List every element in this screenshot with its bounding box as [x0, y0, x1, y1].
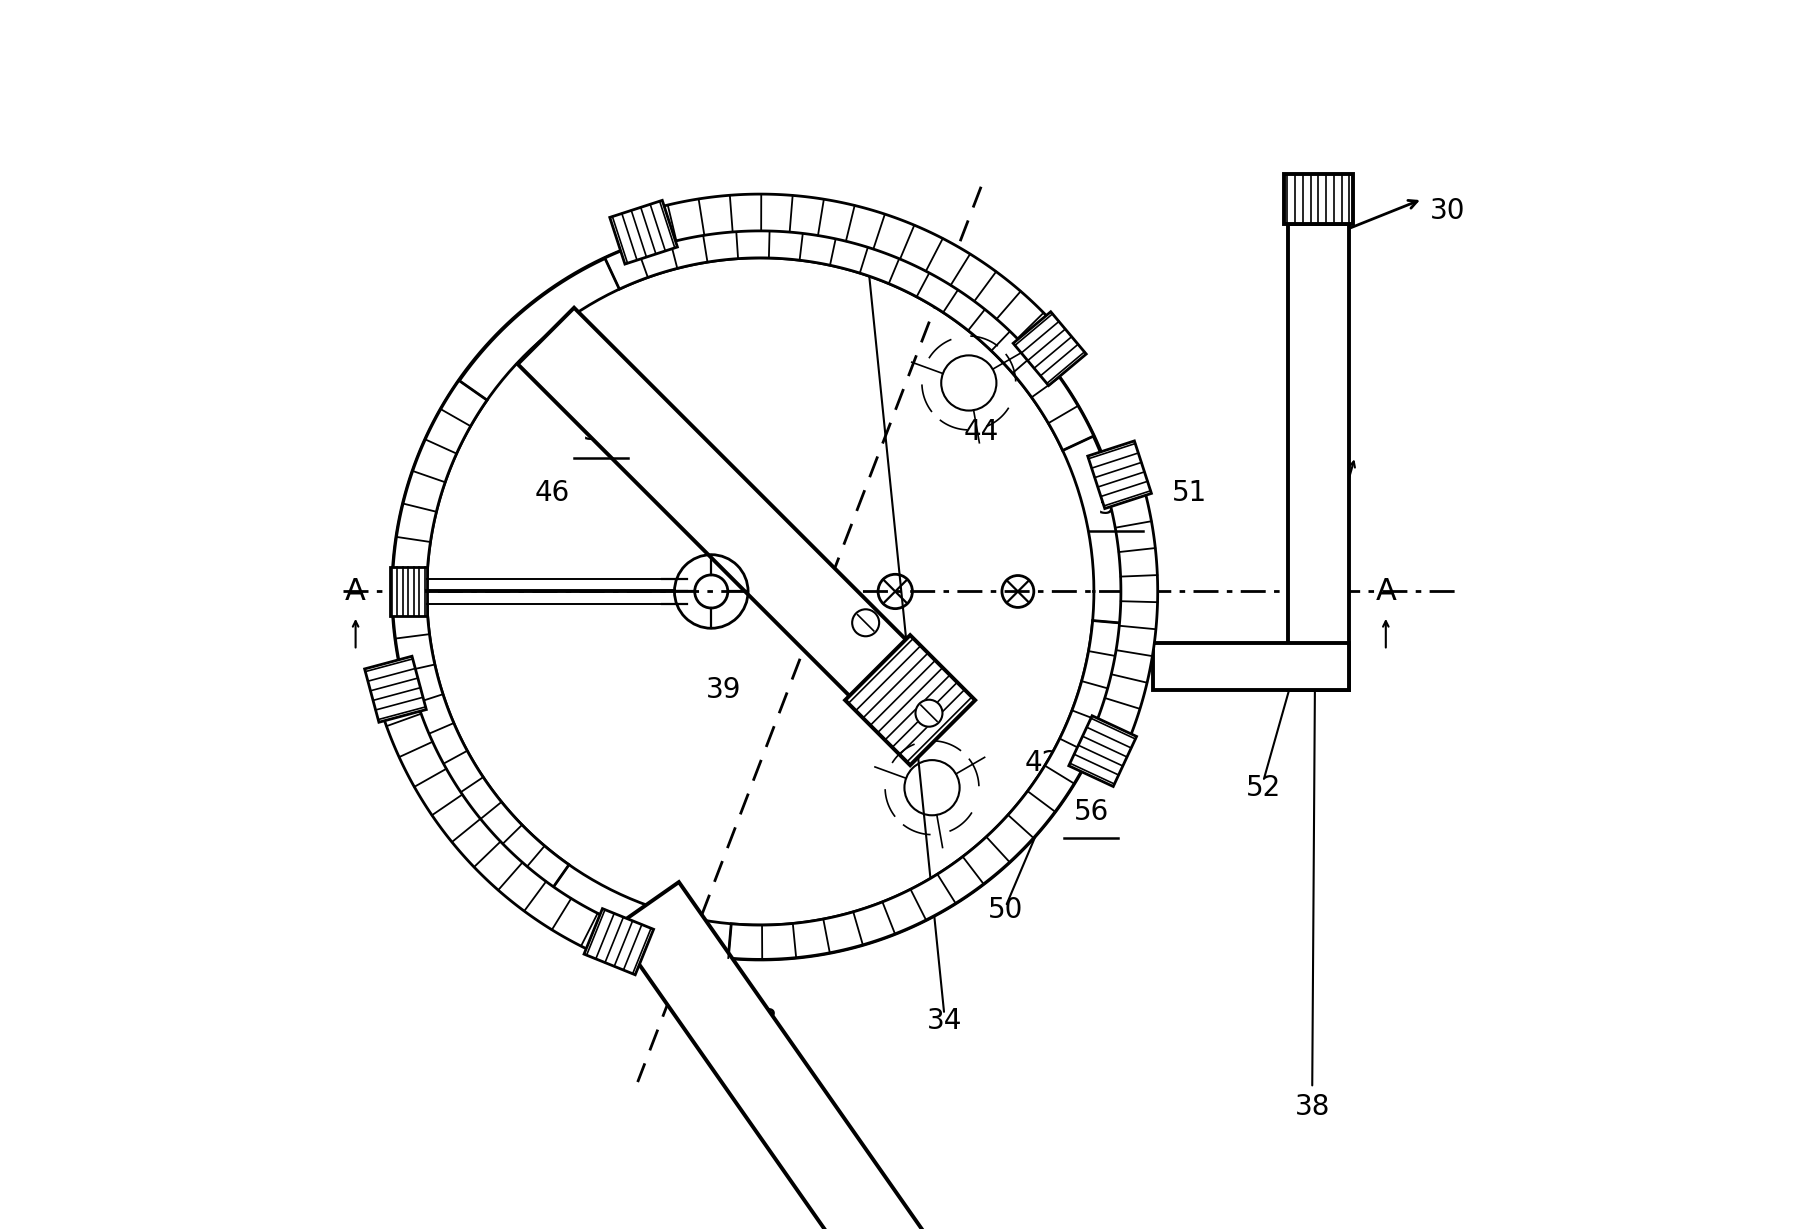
Polygon shape — [845, 636, 974, 765]
Polygon shape — [727, 621, 1126, 960]
Polygon shape — [375, 685, 624, 960]
Text: 46: 46 — [533, 479, 570, 508]
Polygon shape — [613, 882, 994, 1232]
Circle shape — [914, 700, 941, 727]
Polygon shape — [1068, 716, 1136, 786]
Text: 42: 42 — [1025, 749, 1059, 777]
Polygon shape — [517, 308, 938, 728]
Text: 40: 40 — [706, 516, 740, 545]
Polygon shape — [1282, 175, 1351, 223]
Text: A: A — [345, 577, 366, 606]
Polygon shape — [1152, 643, 1348, 690]
Text: 38: 38 — [1293, 1093, 1330, 1121]
Text: 58: 58 — [582, 418, 619, 446]
Text: A: A — [1375, 577, 1395, 606]
Polygon shape — [584, 909, 653, 975]
Text: 56: 56 — [1074, 798, 1108, 827]
Text: 48: 48 — [742, 1007, 778, 1035]
Polygon shape — [1087, 441, 1150, 509]
Text: 44: 44 — [963, 418, 998, 446]
Text: 54: 54 — [889, 650, 925, 679]
Text: 50: 50 — [987, 897, 1023, 924]
Polygon shape — [392, 381, 568, 893]
Polygon shape — [610, 201, 677, 264]
Text: 39: 39 — [706, 675, 740, 703]
Polygon shape — [637, 195, 1065, 360]
Text: 34: 34 — [927, 1007, 961, 1035]
Text: 51: 51 — [1172, 479, 1206, 508]
Polygon shape — [390, 567, 426, 616]
Polygon shape — [604, 223, 1094, 451]
Text: 52: 52 — [1244, 774, 1281, 802]
Text: 30: 30 — [1429, 197, 1464, 225]
Text: 57: 57 — [1097, 492, 1134, 520]
Polygon shape — [1286, 223, 1348, 690]
Polygon shape — [1012, 312, 1085, 386]
Polygon shape — [1087, 468, 1157, 759]
Polygon shape — [365, 657, 426, 722]
Circle shape — [853, 610, 878, 636]
